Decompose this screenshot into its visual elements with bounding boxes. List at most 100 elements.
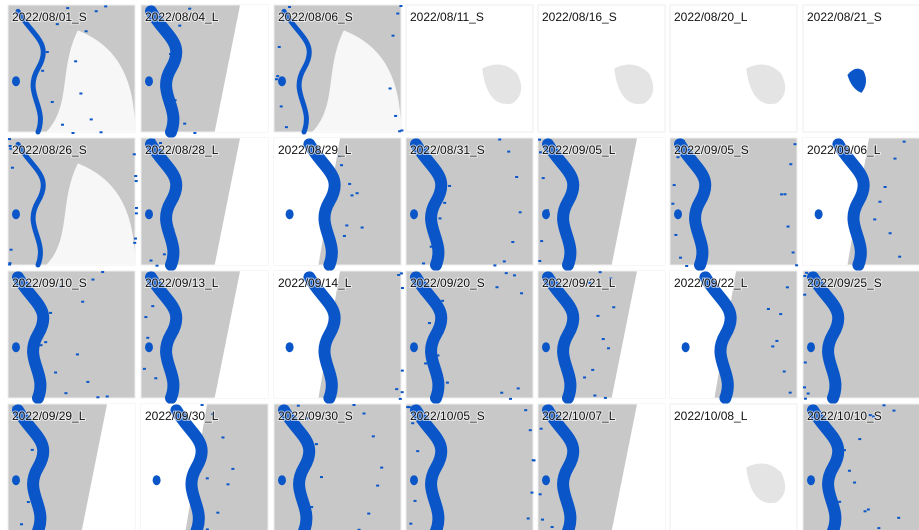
water-speck	[54, 372, 57, 374]
water-speck	[174, 99, 177, 101]
tile: 2022/10/07_L	[538, 404, 665, 530]
water-speck	[395, 388, 398, 390]
water-speck	[41, 70, 44, 72]
water-speck	[674, 234, 677, 236]
lake	[542, 342, 550, 352]
water-speck	[408, 406, 411, 408]
water-speck	[8, 138, 11, 140]
water-speck	[206, 477, 209, 479]
water-speck	[416, 450, 419, 452]
tile-label: 2022/08/29_L	[278, 143, 352, 157]
tile-label: 2022/08/04_L	[145, 10, 219, 24]
water-speck	[343, 235, 346, 237]
water-speck	[783, 370, 786, 372]
water-speck	[389, 87, 392, 89]
tile-label: 2022/09/30_L	[145, 409, 219, 423]
water-speck	[154, 377, 157, 379]
water-speck	[276, 75, 279, 77]
tile-label: 2022/08/20_L	[674, 10, 748, 24]
water-speck	[400, 272, 403, 274]
tile-label: 2022/09/20_S	[410, 276, 485, 290]
water-speck	[345, 224, 348, 226]
tile: 2022/08/29_L	[274, 138, 401, 265]
water-speck	[428, 322, 431, 324]
water-speck	[542, 177, 545, 179]
water-speck	[787, 226, 790, 228]
water-speck	[95, 10, 98, 12]
tile: 2022/09/30_L	[141, 404, 268, 530]
water-speck	[361, 227, 364, 229]
water-speck	[278, 46, 281, 48]
tile-label: 2022/09/05_L	[542, 143, 616, 157]
water-speck	[64, 392, 67, 394]
water-speck	[301, 526, 304, 528]
water-speck	[503, 260, 506, 262]
lake	[278, 475, 286, 485]
water-speck	[789, 392, 792, 394]
water-speck	[685, 265, 688, 267]
water-speck	[76, 353, 79, 355]
water-speck	[803, 275, 806, 277]
water-speck	[448, 185, 451, 187]
water-speck	[546, 209, 549, 211]
water-speck	[134, 175, 137, 177]
tile-background	[803, 5, 919, 132]
water-speck	[392, 35, 395, 37]
water-speck	[838, 501, 841, 503]
tile: 2022/09/05_L	[538, 138, 665, 265]
water-speck	[898, 256, 901, 258]
tile-label: 2022/08/28_L	[145, 143, 219, 157]
water-speck	[892, 410, 895, 412]
lake	[145, 76, 153, 86]
tile-background	[406, 5, 533, 132]
water-speck	[227, 483, 230, 485]
tile-label: 2022/08/16_S	[542, 10, 617, 24]
water-speck	[399, 5, 402, 7]
water-speck	[500, 392, 503, 394]
water-speck	[133, 242, 136, 244]
tile: 2022/08/28_L	[141, 138, 268, 267]
water-speck	[530, 492, 533, 494]
water-speck	[231, 468, 234, 470]
water-speck	[10, 249, 13, 251]
water-speck	[767, 308, 770, 310]
lake	[410, 209, 418, 219]
water-speck	[149, 260, 152, 262]
water-speck	[509, 398, 512, 400]
water-speck	[432, 331, 435, 333]
tile: 2022/08/06_S	[274, 5, 403, 132]
water-speck	[883, 404, 886, 406]
water-speck	[104, 5, 107, 7]
water-speck	[146, 337, 149, 339]
tile-label: 2022/09/06_L	[807, 143, 881, 157]
tile-label: 2022/09/25_S	[807, 276, 882, 290]
water-speck	[85, 30, 88, 32]
tile: 2022/08/04_L	[141, 5, 268, 134]
water-speck	[352, 404, 355, 406]
lake	[12, 342, 20, 352]
water-speck	[443, 202, 446, 204]
water-speck	[505, 272, 508, 274]
water-speck	[783, 193, 786, 195]
lake	[278, 76, 286, 86]
water-speck	[864, 510, 867, 512]
tile-label: 2022/08/21_S	[807, 10, 882, 24]
tile-label: 2022/08/26_S	[12, 143, 87, 157]
water-speck	[394, 115, 397, 117]
lake	[286, 342, 294, 352]
tile-label: 2022/10/07_L	[542, 409, 616, 423]
water-speck	[40, 344, 43, 346]
water-speck	[96, 396, 99, 398]
water-speck	[602, 338, 605, 340]
water-speck	[49, 312, 52, 314]
water-speck	[133, 153, 136, 155]
tile: 2022/09/06_L	[803, 138, 919, 265]
tile-label: 2022/09/14_L	[278, 276, 352, 290]
tile-grid: 2022/08/01_S2022/08/04_L2022/08/06_S2022…	[0, 0, 919, 530]
water-speck	[171, 228, 174, 230]
water-speck	[889, 232, 892, 234]
water-speck	[843, 449, 846, 451]
water-speck	[867, 508, 870, 510]
water-speck	[520, 292, 523, 294]
tile-label: 2022/09/10_S	[12, 276, 87, 290]
